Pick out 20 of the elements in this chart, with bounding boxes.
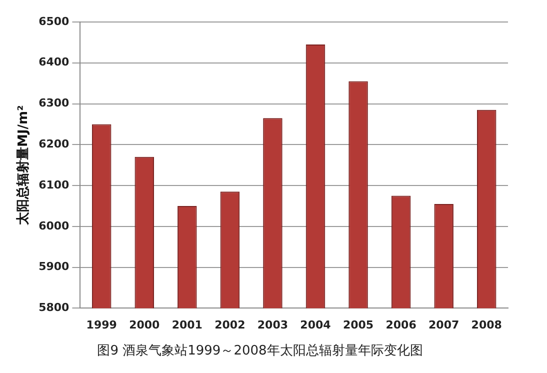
y-tick-label: 6300 [38,96,70,110]
y-tick-label: 6400 [38,56,70,69]
text: 图9 酒泉气象站1999～2008年太阳总辐射量年际变化图 [97,344,423,359]
y-tick-label: 5800 [38,301,70,314]
x-tick-label: 2000 [129,318,160,332]
y-tick-label: 5900 [38,260,70,274]
x-tick-label: 2005 [342,318,374,332]
x-tick-label: 2001 [172,318,202,332]
x-tick-label: 2006 [386,318,417,332]
y-tick-label: 6100 [38,178,70,192]
y-tick-label: 6000 [38,219,70,232]
x-tick-label: 2003 [257,318,288,332]
x-tick-label: 1999 [86,318,117,332]
y-axis-title: 太阳总辐射量MJ/m² [15,105,32,226]
x-tick-label: 2007 [428,318,460,332]
x-tick-label: 2008 [471,318,502,332]
y-tick-label: 6500 [38,14,70,28]
x-tick-label: 2004 [300,318,332,332]
y-tick-label: 6200 [38,138,70,151]
x-tick-label: 2002 [214,318,246,332]
